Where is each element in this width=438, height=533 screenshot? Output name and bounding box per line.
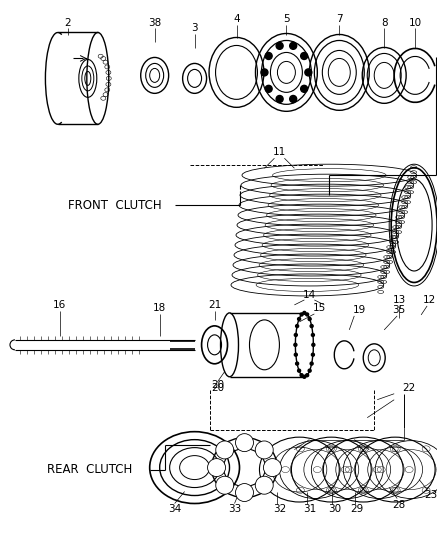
Circle shape [308, 318, 311, 320]
Circle shape [290, 42, 297, 50]
Text: 34: 34 [168, 505, 181, 514]
Circle shape [236, 483, 254, 502]
Circle shape [297, 369, 300, 372]
Circle shape [303, 311, 306, 314]
Circle shape [261, 69, 268, 76]
Text: 18: 18 [153, 303, 166, 313]
Circle shape [290, 95, 297, 102]
Circle shape [310, 362, 313, 365]
Text: 2: 2 [64, 18, 71, 28]
Circle shape [300, 85, 307, 92]
Text: 22: 22 [403, 383, 416, 393]
Text: 12: 12 [423, 295, 436, 305]
Text: 10: 10 [409, 18, 422, 28]
Circle shape [305, 69, 312, 76]
Circle shape [208, 458, 226, 477]
Circle shape [265, 52, 272, 60]
Circle shape [306, 313, 309, 316]
Circle shape [255, 441, 273, 459]
Text: 28: 28 [392, 499, 406, 510]
Circle shape [294, 343, 297, 346]
Text: 16: 16 [53, 300, 67, 310]
Circle shape [265, 85, 272, 92]
Text: 21: 21 [208, 300, 221, 310]
Text: 29: 29 [351, 505, 364, 514]
Circle shape [303, 375, 306, 378]
Circle shape [276, 95, 283, 102]
Circle shape [308, 369, 311, 372]
Text: 14: 14 [303, 290, 316, 300]
Text: 19: 19 [353, 305, 366, 315]
Circle shape [311, 353, 314, 356]
Text: 15: 15 [313, 303, 326, 313]
Circle shape [216, 477, 234, 494]
Text: 20: 20 [211, 379, 224, 390]
Circle shape [306, 374, 309, 377]
Text: 38: 38 [148, 18, 161, 28]
Text: 3: 3 [191, 23, 198, 34]
Text: 35: 35 [392, 305, 406, 315]
Circle shape [255, 477, 273, 494]
Text: 11: 11 [273, 147, 286, 157]
Circle shape [296, 325, 299, 328]
Text: 32: 32 [273, 505, 286, 514]
Text: 8: 8 [381, 18, 388, 28]
Circle shape [310, 325, 313, 328]
Circle shape [312, 343, 315, 346]
Circle shape [311, 334, 314, 336]
Circle shape [300, 374, 303, 377]
Text: FRONT  CLUTCH: FRONT CLUTCH [68, 199, 162, 212]
Circle shape [296, 362, 299, 365]
Text: 20: 20 [211, 383, 224, 393]
Circle shape [297, 318, 300, 320]
Text: 30: 30 [328, 505, 341, 514]
Circle shape [276, 42, 283, 50]
Text: 23: 23 [424, 489, 438, 499]
Circle shape [300, 52, 307, 60]
Circle shape [236, 434, 254, 451]
Text: 5: 5 [283, 13, 290, 23]
Text: 4: 4 [233, 13, 240, 23]
Circle shape [300, 313, 303, 316]
Circle shape [263, 458, 281, 477]
Circle shape [294, 353, 297, 356]
Text: 31: 31 [303, 505, 316, 514]
Text: 7: 7 [336, 13, 343, 23]
Text: 13: 13 [392, 295, 406, 305]
Text: REAR  CLUTCH: REAR CLUTCH [47, 463, 132, 476]
Circle shape [294, 334, 297, 336]
Text: 33: 33 [228, 505, 241, 514]
Circle shape [216, 441, 234, 459]
